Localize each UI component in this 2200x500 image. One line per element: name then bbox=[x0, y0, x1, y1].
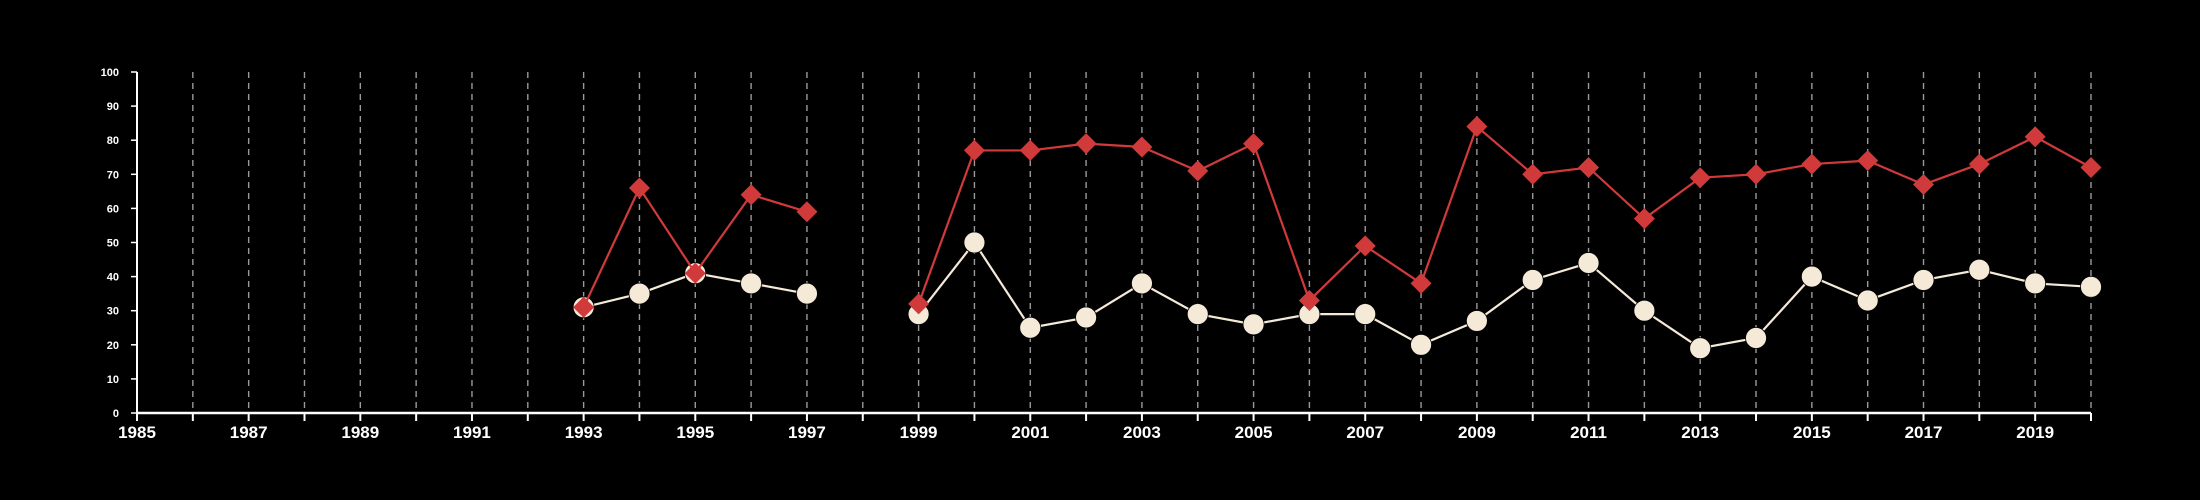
y-tick-label: 90 bbox=[107, 101, 119, 113]
y-tick-label: 10 bbox=[107, 374, 119, 386]
series-layer bbox=[572, 116, 2102, 360]
data-point bbox=[1689, 167, 1711, 189]
x-tick-label: 2003 bbox=[1123, 423, 1161, 442]
data-point bbox=[1522, 163, 1544, 185]
data-point bbox=[908, 293, 930, 315]
y-tick-label: 70 bbox=[107, 169, 119, 181]
data-point bbox=[1633, 299, 1656, 322]
data-point bbox=[573, 296, 595, 318]
x-tick-label: 2015 bbox=[1793, 423, 1831, 442]
x-tick-label: 2017 bbox=[1905, 423, 1943, 442]
y-tick-label: 100 bbox=[101, 67, 119, 79]
data-point bbox=[1521, 269, 1544, 291]
data-point bbox=[1019, 316, 1042, 339]
data-point bbox=[1689, 337, 1712, 360]
x-tick-label: 2007 bbox=[1346, 423, 1384, 442]
data-point bbox=[1243, 133, 1265, 155]
data-point bbox=[1019, 139, 1041, 161]
data-point bbox=[1186, 303, 1209, 326]
series-line bbox=[917, 240, 2092, 350]
data-point bbox=[2024, 272, 2047, 295]
data-point bbox=[1856, 289, 1879, 312]
data-point bbox=[1801, 153, 1823, 175]
series-1 bbox=[573, 116, 2102, 318]
data-point bbox=[628, 177, 650, 199]
axes: 0 10 20 30 40 50 60 70 80 90 100 1985 1987 1989 1991 19… bbox=[101, 67, 2092, 442]
data-point bbox=[963, 139, 985, 161]
y-tick-label: 50 bbox=[107, 238, 119, 250]
data-point bbox=[796, 282, 818, 305]
x-tick-label: 2013 bbox=[1681, 423, 1719, 442]
y-tick-label: 20 bbox=[107, 340, 119, 352]
data-point bbox=[740, 272, 763, 295]
y-tick-label: 60 bbox=[107, 203, 119, 215]
data-point bbox=[1131, 272, 1153, 295]
x-tick-label: 1999 bbox=[900, 423, 938, 442]
grid-lines bbox=[192, 72, 2092, 413]
x-tick-label: 1997 bbox=[788, 423, 826, 442]
x-tick-label: 1991 bbox=[453, 423, 491, 442]
x-tick-label: 1987 bbox=[230, 423, 268, 442]
x-tick-label: 2001 bbox=[1011, 423, 1049, 442]
data-point bbox=[1466, 116, 1488, 138]
data-point bbox=[1913, 174, 1935, 196]
data-point bbox=[1577, 252, 1600, 274]
series-line bbox=[917, 124, 2092, 305]
data-point bbox=[1745, 327, 1767, 349]
data-point bbox=[1242, 313, 1265, 336]
data-point bbox=[740, 184, 762, 206]
data-point bbox=[1354, 235, 1376, 257]
series-2 bbox=[572, 231, 2102, 360]
y-tick-label: 40 bbox=[107, 272, 119, 284]
x-tick-label: 1989 bbox=[341, 423, 379, 442]
data-point bbox=[1968, 153, 1990, 175]
data-point bbox=[1298, 289, 1320, 311]
x-tick-label: 1995 bbox=[676, 423, 714, 442]
data-point bbox=[1968, 258, 1991, 281]
data-point bbox=[1131, 136, 1153, 158]
x-tick-label: 2009 bbox=[1458, 423, 1496, 442]
y-tick-label: 80 bbox=[107, 135, 119, 147]
data-point bbox=[1075, 306, 1097, 329]
data-point bbox=[1912, 269, 1935, 291]
data-point bbox=[628, 282, 651, 305]
x-tick-label: 1985 bbox=[118, 423, 156, 442]
data-point bbox=[1578, 156, 1600, 178]
data-point bbox=[1410, 333, 1432, 356]
x-tick-label: 2011 bbox=[1570, 423, 1607, 442]
data-point bbox=[1354, 303, 1377, 326]
data-point bbox=[1187, 160, 1209, 182]
x-tick-label: 2005 bbox=[1235, 423, 1273, 442]
data-point bbox=[2024, 126, 2046, 148]
data-point bbox=[963, 231, 986, 254]
data-point bbox=[1410, 272, 1432, 294]
data-point bbox=[1465, 310, 1488, 332]
data-point bbox=[2080, 275, 2102, 298]
x-tick-label: 2019 bbox=[2016, 423, 2054, 442]
x-tick-label: 1993 bbox=[565, 423, 603, 442]
data-point bbox=[1800, 265, 1823, 288]
data-point bbox=[684, 262, 706, 284]
data-point bbox=[2080, 156, 2102, 178]
data-point bbox=[1633, 208, 1655, 230]
data-point bbox=[1745, 163, 1767, 185]
data-point bbox=[1857, 150, 1879, 172]
data-point bbox=[796, 201, 818, 223]
data-point bbox=[1075, 133, 1097, 155]
y-tick-label: 0 bbox=[113, 408, 119, 420]
y-tick-label: 30 bbox=[107, 306, 119, 318]
